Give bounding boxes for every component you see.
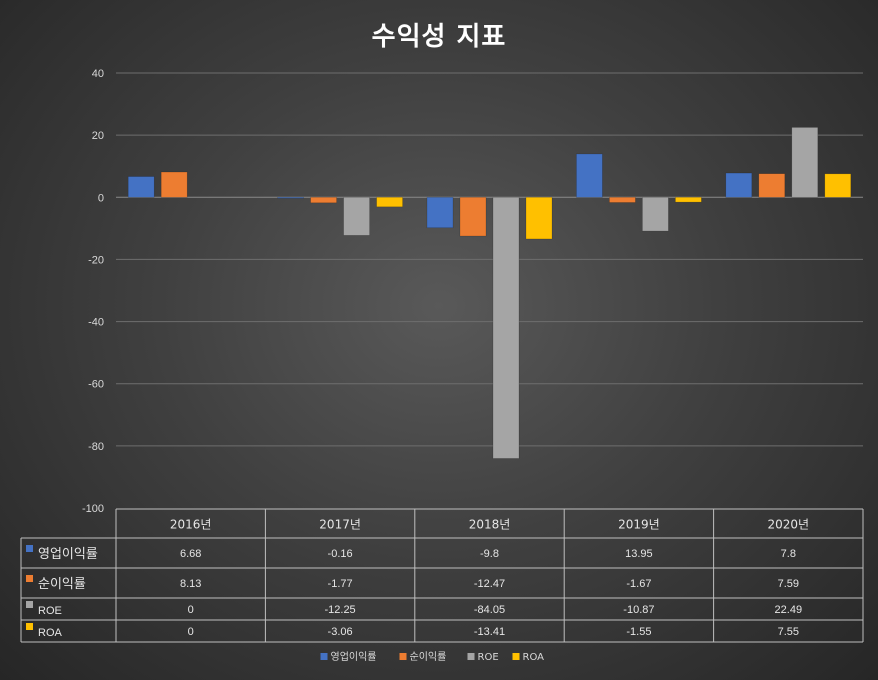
y-tick-label: -100 — [82, 503, 104, 515]
bar-ROA-2020년 — [824, 173, 852, 198]
table-series-label: 순이익률 — [38, 577, 86, 592]
legend-swatch — [320, 653, 328, 660]
bar-순이익률-2020년 — [758, 173, 786, 198]
table-series-swatch — [26, 601, 33, 608]
table-series-label: ROE — [38, 605, 62, 617]
table-cell-value: -3.06 — [328, 626, 353, 638]
bars — [127, 127, 852, 459]
bar-ROE-2020년 — [791, 127, 819, 198]
bar-ROA-2018년 — [525, 196, 553, 240]
table-header-category: 2020년 — [768, 518, 810, 532]
bar-순이익률-2017년 — [310, 196, 337, 204]
table-series-label: 영업이익률 — [38, 547, 98, 562]
bar-영업이익률-2020년 — [725, 172, 753, 198]
bar-영업이익률-2016년 — [127, 176, 155, 198]
table-header-category: 2017년 — [319, 518, 361, 532]
gridlines — [116, 72, 863, 447]
table-cell-value: 13.95 — [625, 548, 653, 560]
table-cell-value: -1.77 — [328, 578, 353, 590]
bar-순이익률-2016년 — [160, 171, 188, 198]
bar-영업이익률-2017년 — [277, 196, 304, 199]
y-tick-label: 40 — [92, 68, 104, 80]
y-axis-ticks: 40 20 0 -20 -40 -60 -80 -100 — [82, 68, 104, 515]
bar-ROE-2019년 — [642, 196, 669, 232]
table-cell-value: 8.13 — [180, 578, 201, 590]
table-cell-value: 0 — [188, 604, 194, 616]
table-cell-value: 7.8 — [781, 548, 796, 560]
y-tick-label: -40 — [88, 317, 104, 329]
legend: 영업이익률 순이익률 ROE ROA — [320, 650, 545, 663]
table-series-swatch — [26, 623, 33, 630]
y-tick-label: -80 — [88, 441, 104, 453]
legend-label: 순이익률 — [410, 651, 447, 663]
bar-ROE-2017년 — [343, 196, 370, 236]
legend-label: ROA — [523, 652, 545, 663]
table-series-swatch — [26, 575, 33, 582]
y-tick-label: 0 — [98, 192, 104, 204]
table-cell-value: -13.41 — [474, 626, 505, 638]
table-header-category: 2018년 — [469, 518, 511, 532]
legend-swatch — [399, 653, 407, 660]
table-cell-value: 0 — [188, 626, 194, 638]
bar-영업이익률-2018년 — [426, 196, 454, 229]
table-series-label: ROA — [38, 627, 63, 639]
legend-swatch — [467, 653, 475, 660]
table-cell-value: -0.16 — [328, 548, 353, 560]
table-cell-value: 7.59 — [778, 578, 799, 590]
table-cell-value: -1.67 — [626, 578, 651, 590]
legend-label: ROE — [478, 652, 499, 663]
table-cell-value: -9.8 — [480, 548, 499, 560]
legend-label: 영업이익률 — [331, 650, 377, 663]
y-tick-label: -60 — [88, 379, 104, 391]
legend-swatch — [512, 653, 520, 660]
table-header-category: 2016년 — [170, 518, 212, 532]
table-cell-value: -1.55 — [626, 626, 651, 638]
table-cell-value: 22.49 — [775, 604, 803, 616]
table-cell-value: -12.25 — [324, 604, 355, 616]
y-tick-label: -20 — [88, 254, 104, 266]
y-tick-label: 20 — [92, 130, 104, 142]
table-cell-value: 6.68 — [180, 548, 201, 560]
table-series-swatch — [26, 545, 33, 552]
bar-영업이익률-2019년 — [576, 153, 603, 198]
bar-순이익률-2019년 — [609, 196, 636, 203]
table-header-category: 2019년 — [618, 518, 660, 532]
table-cell-value: -84.05 — [474, 604, 505, 616]
table-cell-value: 7.55 — [778, 626, 799, 638]
bar-ROE-2018년 — [492, 196, 520, 459]
bar-순이익률-2018년 — [459, 196, 487, 237]
chart-title: 수익성 지표 — [371, 22, 507, 52]
bar-ROA-2019년 — [675, 196, 702, 203]
table-cell-value: -10.87 — [623, 604, 654, 616]
bar-ROA-2017년 — [376, 196, 403, 208]
table-cell-value: -12.47 — [474, 578, 505, 590]
